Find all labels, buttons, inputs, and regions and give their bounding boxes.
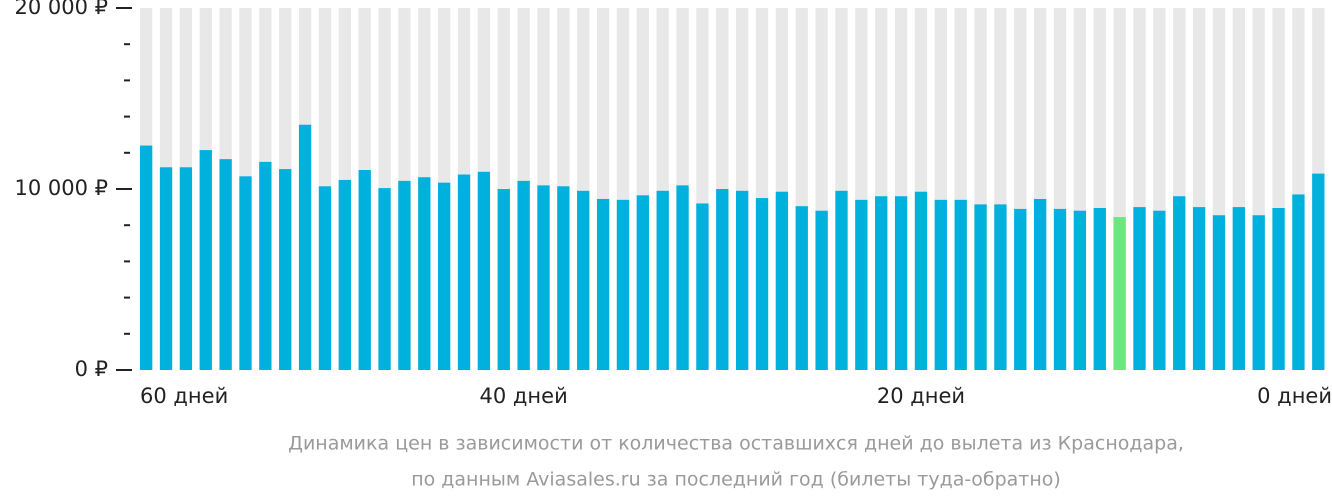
bar: [755, 198, 769, 370]
bar: [1014, 208, 1027, 370]
bar: [656, 190, 669, 370]
bar: [398, 180, 411, 370]
bar: [537, 185, 550, 370]
bar: [736, 190, 749, 370]
bar: [1113, 217, 1126, 370]
bar: [457, 174, 471, 370]
bar: [1192, 207, 1206, 370]
bar: [279, 169, 292, 370]
bar: [954, 199, 967, 370]
bar: [716, 189, 729, 370]
bar: [914, 191, 928, 370]
bar: [557, 186, 570, 370]
bar: [855, 199, 868, 370]
bar: [1272, 208, 1285, 370]
bar: [517, 180, 530, 370]
bar: [875, 196, 888, 370]
bar: [795, 206, 808, 370]
bar: [259, 161, 272, 370]
bar: [815, 210, 828, 370]
bar: [775, 191, 789, 370]
bar: [1252, 215, 1265, 370]
caption: по данным Aviasales.ru за последний год …: [411, 469, 1061, 491]
bar: [1133, 207, 1146, 370]
bar: [1093, 208, 1106, 370]
y-tick-label: 20 000 ₽: [14, 0, 108, 19]
bar: [934, 199, 947, 370]
y-tick-label: 10 000 ₽: [14, 176, 108, 200]
caption: Динамика цен в зависимости от количества…: [288, 433, 1184, 455]
bar: [1212, 215, 1226, 370]
bar: [994, 204, 1007, 370]
bar: [239, 176, 252, 370]
bar: [179, 167, 193, 370]
bar: [497, 189, 510, 370]
bar: [676, 185, 689, 370]
bar: [438, 182, 451, 370]
bar: [298, 124, 312, 371]
bar: [219, 159, 232, 370]
bar: [358, 169, 371, 370]
x-tick-label: 60 дней: [140, 384, 228, 408]
bar: [378, 188, 391, 370]
bar: [418, 177, 431, 370]
x-tick-label: 0 дней: [1257, 384, 1332, 408]
bar: [1073, 210, 1087, 370]
bar: [696, 203, 709, 370]
bar: [1153, 210, 1166, 370]
bar: [338, 179, 351, 370]
y-tick-label: 0 ₽: [75, 357, 108, 381]
x-tick-label: 20 дней: [877, 384, 965, 408]
bar: [596, 198, 610, 370]
bar: [477, 171, 491, 370]
bar: [577, 190, 590, 370]
bar: [974, 204, 987, 370]
bar: [1312, 173, 1325, 370]
bar: [159, 167, 173, 370]
bar: [636, 195, 649, 370]
bar: [894, 196, 908, 370]
bar: [318, 186, 332, 370]
bar: [1232, 207, 1245, 370]
bar: [140, 145, 153, 370]
bar: [1173, 196, 1186, 370]
bar: [616, 199, 630, 370]
bar: [835, 190, 848, 370]
bar: [1292, 194, 1305, 370]
bar: [1053, 208, 1067, 370]
x-tick-label: 40 дней: [480, 384, 568, 408]
bar: [199, 150, 212, 370]
bar: [1034, 198, 1047, 370]
